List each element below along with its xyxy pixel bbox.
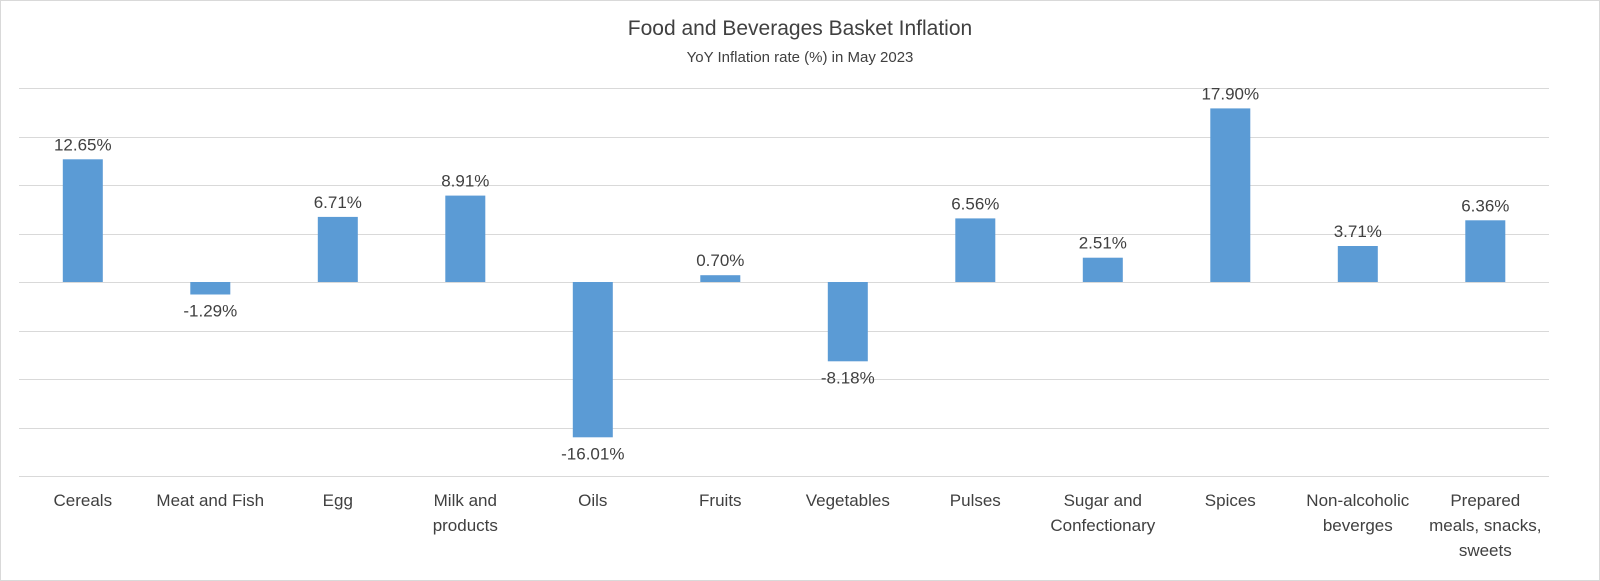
category-label: Non-alcoholic beverges [1306,491,1409,535]
bar [572,282,613,438]
data-label: 12.65% [54,135,112,154]
category-label: Fruits [699,491,742,510]
bar [445,195,486,282]
category-label: Meat and Fish [156,491,264,510]
category-label: Milk and products [433,491,498,535]
data-label: 0.70% [696,251,744,270]
bar [317,216,358,282]
chart-subtitle: YoY Inflation rate (%) in May 2023 [686,49,914,66]
data-label: 2.51% [1079,234,1127,253]
data-label: 6.56% [951,194,999,213]
data-label: 17.90% [1201,84,1259,103]
bar [827,282,868,362]
category-label: Cereals [54,491,113,510]
category-label: Sugar and Confectionary [1050,491,1155,535]
data-label: -16.01% [561,444,624,463]
category-label: Prepared meals, snacks, sweets [1429,491,1541,560]
data-label: -1.29% [183,302,237,321]
bar [190,282,231,295]
category-label: Spices [1205,491,1256,510]
chart-title: Food and Beverages Basket Inflation [627,17,973,40]
data-label: -8.18% [821,368,875,387]
bar [955,218,996,282]
bar [1082,257,1123,282]
category-label: Oils [578,491,607,510]
bar [1337,246,1378,282]
bar [1465,220,1506,282]
data-label: 3.71% [1334,222,1382,241]
category-label: Pulses [950,491,1001,510]
category-label: Vegetables [806,491,890,510]
bar [1210,108,1251,283]
category-label: Egg [323,491,353,510]
bar [700,275,741,282]
data-label: 6.36% [1461,196,1509,215]
data-label: 8.91% [441,172,489,191]
bar [62,159,103,282]
data-label: 6.71% [314,193,362,212]
